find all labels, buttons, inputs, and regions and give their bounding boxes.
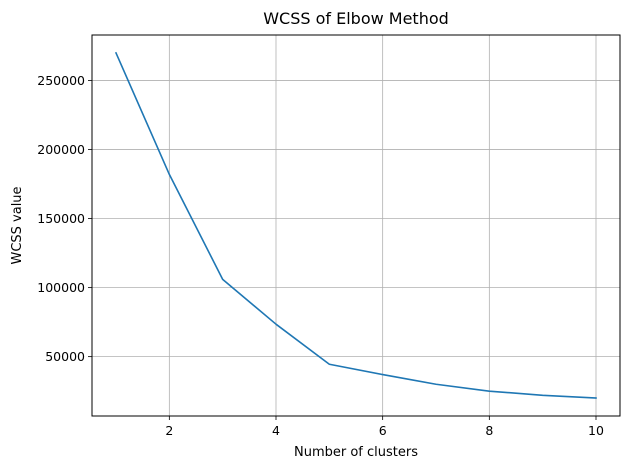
chart-title: WCSS of Elbow Method [263, 9, 449, 28]
y-tick-label: 250000 [37, 73, 85, 88]
y-tick-label: 50000 [45, 349, 85, 364]
y-tick-label: 150000 [37, 211, 85, 226]
y-tick-label: 100000 [37, 280, 85, 295]
x-tick-label: 2 [165, 423, 173, 438]
x-axis-label: Number of clusters [294, 445, 418, 460]
x-tick-label: 6 [379, 423, 387, 438]
x-tick-label: 4 [272, 423, 280, 438]
x-tick-label: 8 [485, 423, 493, 438]
series-line [114, 51, 597, 399]
tick-layer: 2 4 6 8 10 50000 100000 150000 200000 250000 [37, 73, 604, 438]
series-layer [114, 51, 597, 399]
y-axis-label: WCSS value [10, 186, 25, 264]
x-tick-label: 10 [588, 423, 604, 438]
y-tick-label: 200000 [37, 142, 85, 157]
grid [92, 35, 620, 416]
plot-frame [91, 34, 621, 417]
